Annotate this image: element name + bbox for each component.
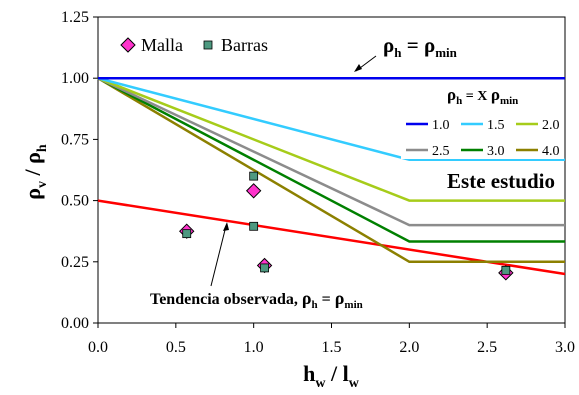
ratio-legend-label: 4.0 bbox=[542, 144, 560, 159]
ratio-legend-label: 2.0 bbox=[542, 118, 560, 133]
x-tick-label: 0.0 bbox=[88, 339, 108, 356]
top-annotation: ρh = ρmin bbox=[354, 33, 458, 72]
x-tick-label: 3.0 bbox=[555, 339, 575, 356]
ratio-legend-items: 1.0 1.5 2.0 2.5 3.0 4.0 bbox=[406, 118, 560, 159]
x-tick-label: 1.0 bbox=[244, 339, 264, 356]
y-tick-label: 0.75 bbox=[61, 131, 89, 148]
x-tick-label: 2.0 bbox=[399, 339, 419, 356]
ticks-layer: 0.00 0.25 0.50 0.75 1.00 1.25 0.0 0.5 1.0 1.5 2.0 2… bbox=[61, 9, 575, 356]
series-line-1-5 bbox=[97, 76, 565, 161]
x-tick-label: 0.5 bbox=[166, 339, 186, 356]
trend-annotation-arrow bbox=[210, 225, 227, 287]
x-tick-label: 2.5 bbox=[477, 339, 497, 356]
legend-malla-label: Malla bbox=[141, 35, 183, 55]
ratio-legend-label: 3.0 bbox=[487, 144, 505, 159]
series-line-3-0 bbox=[97, 77, 565, 243]
y-tick-label: 1.25 bbox=[61, 9, 89, 26]
x-axis-title: hw / lw bbox=[303, 361, 360, 391]
y-tick-label: 1.00 bbox=[61, 70, 89, 87]
top-annotation-arrowhead bbox=[354, 64, 362, 72]
series-line-2-0 bbox=[97, 77, 565, 202]
trend-annotation: Tendencia observada, ρh = ρmin bbox=[150, 222, 363, 311]
ratio-legend-label: 2.5 bbox=[432, 144, 450, 159]
series-line-2-5 bbox=[97, 77, 565, 227]
point-malla bbox=[245, 183, 262, 199]
ratio-legend-label: 1.5 bbox=[487, 118, 505, 133]
y-tick-label: 0.25 bbox=[61, 254, 89, 271]
scatter-layer bbox=[179, 171, 514, 281]
series-layer bbox=[97, 76, 566, 276]
legend-barras-marker bbox=[203, 40, 213, 50]
point-barras bbox=[501, 265, 511, 275]
point-barras bbox=[182, 229, 192, 239]
trend-annotation-text: Tendencia observada, ρh = ρmin bbox=[150, 288, 363, 311]
marker-legend: Malla Barras bbox=[120, 35, 268, 55]
legend-malla-marker bbox=[120, 37, 136, 53]
ratio-legend-title: ρh = X ρmin bbox=[447, 85, 518, 107]
trend-annotation-arrowhead bbox=[223, 222, 229, 231]
y-tick-label: 0.50 bbox=[61, 193, 89, 210]
x-tick-label: 1.5 bbox=[322, 339, 342, 356]
ratio-legend-box bbox=[401, 83, 564, 159]
top-annotation-text: ρh = ρmin bbox=[383, 33, 458, 60]
legend-barras-label: Barras bbox=[221, 35, 268, 55]
ratio-legend-label: 1.0 bbox=[432, 118, 450, 133]
y-axis-title: ρv / ρh bbox=[20, 144, 50, 200]
point-barras bbox=[260, 263, 269, 273]
study-annotation: Este estudio bbox=[447, 169, 555, 193]
point-barras bbox=[249, 221, 259, 231]
ratio-legend: ρh = X ρmin 1.0 1.5 2.0 2.5 3.0 4.0 bbox=[401, 83, 564, 159]
y-tick-label: 0.00 bbox=[61, 315, 89, 332]
point-barras bbox=[249, 171, 259, 181]
series-line-4-0 bbox=[97, 77, 565, 264]
